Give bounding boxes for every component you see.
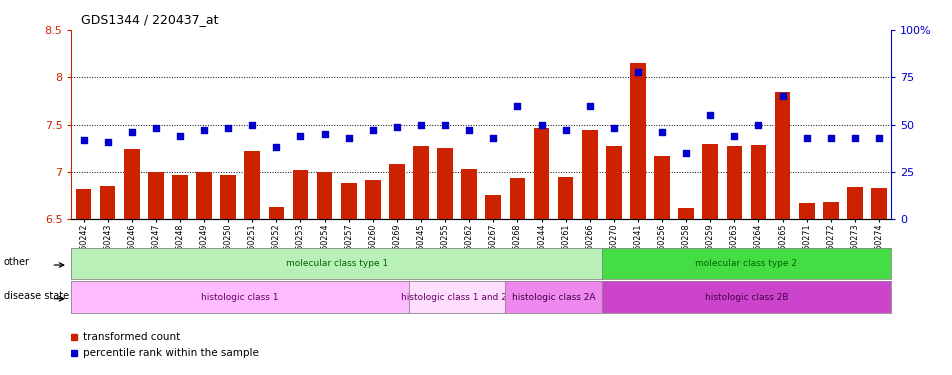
Point: [413, 122, 428, 128]
Text: other: other: [4, 257, 30, 267]
Bar: [413, 147, 428, 219]
Point: [533, 122, 548, 128]
Bar: [196, 172, 211, 219]
Point: [220, 126, 235, 132]
Bar: [774, 93, 789, 219]
Bar: [388, 165, 405, 219]
Bar: [509, 178, 525, 219]
Bar: [124, 149, 139, 219]
Point: [292, 133, 307, 139]
Point: [196, 128, 211, 134]
Bar: [582, 130, 597, 219]
Bar: [220, 175, 236, 219]
Point: [605, 126, 621, 132]
Bar: [846, 187, 862, 219]
Bar: [148, 172, 164, 219]
Bar: [870, 188, 886, 219]
Text: histologic class 1 and 2A: histologic class 1 and 2A: [401, 292, 512, 302]
Text: disease state: disease state: [4, 291, 69, 301]
Text: histologic class 2B: histologic class 2B: [704, 292, 787, 302]
Point: [558, 128, 573, 134]
Bar: [629, 63, 645, 219]
Point: [678, 150, 693, 156]
Bar: [244, 151, 260, 219]
Point: [702, 112, 717, 118]
Bar: [725, 146, 742, 219]
Bar: [268, 207, 284, 219]
Point: [341, 135, 356, 141]
Bar: [100, 186, 115, 219]
Point: [582, 103, 597, 109]
Bar: [533, 128, 548, 219]
Point: [726, 133, 742, 139]
Point: [629, 69, 645, 75]
Text: molecular class type 1: molecular class type 1: [286, 259, 387, 268]
Point: [268, 144, 284, 150]
Point: [798, 135, 813, 141]
Point: [76, 137, 91, 143]
Bar: [437, 148, 452, 219]
Point: [486, 135, 501, 141]
Point: [100, 139, 115, 145]
Point: [317, 131, 332, 137]
Point: [388, 124, 404, 130]
Bar: [798, 203, 814, 219]
Bar: [653, 156, 669, 219]
Point: [509, 103, 525, 109]
Point: [846, 135, 862, 141]
Bar: [557, 177, 573, 219]
Text: molecular class type 2: molecular class type 2: [695, 259, 797, 268]
Point: [437, 122, 452, 128]
Text: histologic class 2A: histologic class 2A: [511, 292, 595, 302]
Text: percentile rank within the sample: percentile rank within the sample: [84, 348, 259, 358]
Point: [823, 135, 838, 141]
Point: [654, 129, 669, 135]
Point: [461, 128, 476, 134]
Bar: [823, 202, 838, 219]
Point: [245, 122, 260, 128]
Bar: [75, 189, 91, 219]
Text: histologic class 1: histologic class 1: [201, 292, 279, 302]
Bar: [341, 183, 356, 219]
Text: transformed count: transformed count: [84, 332, 181, 342]
Bar: [678, 208, 693, 219]
Bar: [316, 172, 332, 219]
Bar: [365, 180, 380, 219]
Point: [870, 135, 885, 141]
Point: [750, 122, 765, 128]
Bar: [605, 147, 621, 219]
Point: [774, 93, 789, 99]
Bar: [702, 144, 718, 219]
Bar: [485, 195, 501, 219]
Bar: [750, 145, 765, 219]
Text: GDS1344 / 220437_at: GDS1344 / 220437_at: [81, 13, 218, 26]
Bar: [292, 170, 308, 219]
Point: [124, 129, 139, 135]
Bar: [461, 169, 477, 219]
Point: [149, 126, 164, 132]
Point: [365, 128, 380, 134]
Bar: [172, 175, 188, 219]
Point: [172, 133, 188, 139]
